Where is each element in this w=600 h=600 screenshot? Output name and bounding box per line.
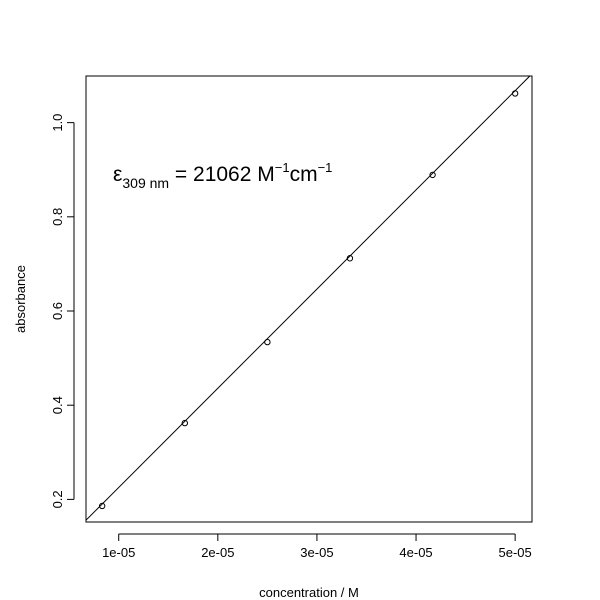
x-tick-label: 5e-05: [499, 545, 532, 560]
x-tick-label: 1e-05: [102, 545, 135, 560]
data-point: [181, 419, 189, 427]
unit-cm: cm: [290, 163, 318, 186]
y-axis-title: absorbance: [13, 265, 28, 333]
data-point: [98, 502, 106, 510]
fit-line-layer: [85, 75, 531, 521]
fit-line: [85, 75, 531, 521]
data-points: [98, 90, 519, 510]
data-point: [511, 90, 519, 97]
y-tick-label: 0.2: [50, 490, 65, 508]
y-tick-label: 0.4: [50, 396, 65, 414]
epsilon-annotation: ε309 nm = 21062 M−1cm−1: [113, 160, 332, 191]
x-tick-label: 3e-05: [300, 545, 333, 560]
epsilon-value: = 21062 M: [169, 163, 275, 186]
y-tick-label: 0.8: [50, 208, 65, 226]
unit-exponent-1: −1: [275, 160, 290, 175]
plot-frame: [85, 75, 533, 523]
data-point: [346, 255, 354, 262]
epsilon-subscript: 309 nm: [122, 175, 169, 191]
x-axis: 1e-05 2e-05 3e-05 4e-05 5e-05: [102, 533, 532, 560]
x-tick-label: 2e-05: [201, 545, 234, 560]
y-tick-label: 1.0: [50, 114, 65, 132]
data-point: [264, 338, 271, 346]
x-tick-label: 4e-05: [399, 545, 432, 560]
unit-exponent-2: −1: [318, 160, 333, 175]
x-axis-title: concentration / M: [259, 585, 359, 600]
y-axis: 0.2 0.4 0.6 0.8 1.0: [50, 114, 75, 508]
epsilon-symbol: ε: [113, 163, 122, 186]
data-point: [429, 171, 436, 179]
y-tick-label: 0.6: [50, 302, 65, 320]
